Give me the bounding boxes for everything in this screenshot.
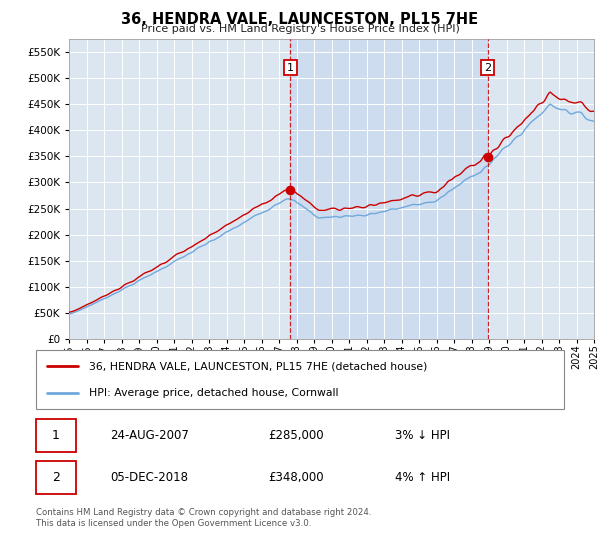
- Bar: [290, 39, 488, 339]
- Text: £348,000: £348,000: [268, 472, 324, 484]
- Text: 36, HENDRA VALE, LAUNCESTON, PL15 7HE (detached house): 36, HENDRA VALE, LAUNCESTON, PL15 7HE (d…: [89, 361, 427, 371]
- Bar: [36, 461, 76, 494]
- Text: Price paid vs. HM Land Registry's House Price Index (HPI): Price paid vs. HM Land Registry's House …: [140, 24, 460, 34]
- Bar: [36, 419, 76, 452]
- Text: £285,000: £285,000: [268, 429, 324, 442]
- Text: Contains HM Land Registry data © Crown copyright and database right 2024.
This d: Contains HM Land Registry data © Crown c…: [36, 508, 371, 528]
- Text: 05-DEC-2018: 05-DEC-2018: [110, 472, 188, 484]
- Text: HPI: Average price, detached house, Cornwall: HPI: Average price, detached house, Corn…: [89, 388, 338, 398]
- Text: 1: 1: [287, 63, 294, 73]
- Text: 2: 2: [484, 63, 491, 73]
- Text: 4% ↑ HPI: 4% ↑ HPI: [395, 472, 450, 484]
- Text: 36, HENDRA VALE, LAUNCESTON, PL15 7HE: 36, HENDRA VALE, LAUNCESTON, PL15 7HE: [121, 12, 479, 27]
- Text: 24-AUG-2007: 24-AUG-2007: [110, 429, 189, 442]
- Text: 2: 2: [52, 472, 60, 484]
- Text: 3% ↓ HPI: 3% ↓ HPI: [395, 429, 450, 442]
- Text: 1: 1: [52, 429, 60, 442]
